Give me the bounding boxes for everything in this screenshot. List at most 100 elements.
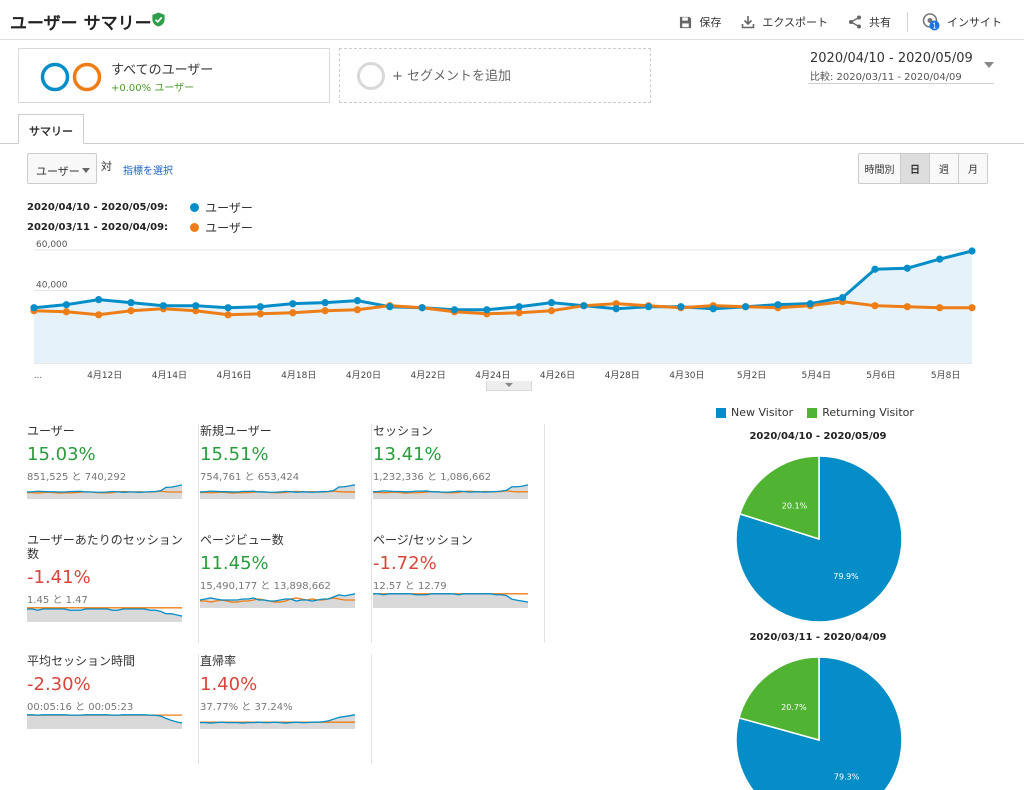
previous-point[interactable]	[256, 310, 265, 318]
date-range-picker[interactable]: 2020/04/10 - 2020/05/09 比較: 2020/03/11 -…	[808, 50, 994, 84]
current-point[interactable]	[515, 303, 523, 311]
scorecard[interactable]: ページビュー数 11.45% 15,490,177 と 13,898,662	[200, 533, 372, 643]
x-tick-label: ...	[34, 371, 43, 381]
current-point[interactable]	[159, 302, 167, 310]
current-point[interactable]	[418, 304, 426, 312]
pie-label-new: 79.9%	[833, 572, 859, 581]
scorecard[interactable]: セッション 13.41% 1,232,336 と 1,086,662	[373, 424, 545, 534]
scorecard[interactable]: ページ/セッション -1.72% 12.57 と 12.79	[373, 533, 545, 643]
segment-all-users[interactable]: すべてのユーザー +0.00% ユーザー	[18, 48, 330, 103]
sparkline-current	[200, 593, 355, 602]
pie-slice-returning-visitor[interactable]	[738, 656, 820, 741]
current-point[interactable]	[127, 299, 135, 307]
previous-point[interactable]	[515, 309, 523, 317]
current-point[interactable]	[547, 299, 556, 307]
previous-point[interactable]	[224, 311, 232, 319]
previous-point[interactable]	[547, 307, 556, 315]
current-point[interactable]	[871, 265, 879, 273]
action-divider	[907, 12, 908, 32]
current-point[interactable]	[224, 304, 232, 312]
pie-slice-new-visitor[interactable]	[735, 656, 903, 790]
scorecard[interactable]: 直帰率 1.40% 37.77% と 37.24%	[200, 654, 372, 764]
previous-point[interactable]	[321, 307, 329, 315]
previous-point[interactable]	[612, 300, 620, 308]
previous-point[interactable]	[95, 311, 103, 319]
share-icon	[849, 15, 861, 29]
previous-point[interactable]	[936, 304, 944, 312]
save-button[interactable]: 保存	[679, 14, 721, 30]
share-button[interactable]: 共有	[848, 14, 891, 30]
current-point[interactable]	[612, 305, 620, 313]
scorecard[interactable]: 平均セッション時間 -2.30% 00:05:16 と 00:05:23	[27, 654, 199, 764]
export-label: エクスポート	[762, 16, 828, 29]
current-point[interactable]	[806, 300, 814, 308]
current-point[interactable]	[580, 302, 588, 310]
current-point[interactable]	[644, 303, 653, 311]
verified-shield-icon	[152, 12, 165, 27]
scorecard-values: 1,232,336 と 1,086,662	[373, 472, 492, 483]
pie-label-new: 79.3%	[834, 772, 860, 781]
series-previous-line	[33, 300, 972, 317]
current-point[interactable]	[30, 304, 38, 312]
x-tick-label: 4月20日	[346, 370, 381, 381]
scorecard-percent: -1.41%	[27, 567, 91, 588]
current-point[interactable]	[192, 302, 200, 310]
chart-expand-handle[interactable]	[486, 381, 532, 391]
current-point[interactable]	[968, 247, 976, 255]
previous-point[interactable]	[871, 302, 879, 310]
current-point[interactable]	[677, 303, 685, 311]
report-tabs: サマリー	[0, 114, 1024, 144]
scorecard-label: ユーザー	[27, 424, 75, 438]
current-point[interactable]	[289, 300, 297, 308]
series-current-area	[34, 251, 972, 363]
tab-summary[interactable]: サマリー	[18, 114, 84, 144]
users-line-chart: 20,00040,00060,000...4月12日4月14日4月16日4月18…	[30, 240, 976, 381]
current-point[interactable]	[95, 296, 103, 304]
add-segment-button[interactable]: + セグメントを追加	[339, 48, 651, 103]
granularity-day-button[interactable]: 日	[900, 154, 929, 183]
current-point[interactable]	[450, 306, 459, 314]
current-point[interactable]	[386, 303, 394, 311]
scorecard-label: 平均セッション時間	[27, 654, 136, 668]
top-bar: ユーザー サマリー 保存 エクスポート 共有	[0, 0, 1024, 40]
scorecard-percent: 1.40%	[200, 674, 258, 695]
current-point[interactable]	[709, 305, 717, 313]
current-point[interactable]	[353, 297, 362, 305]
current-point[interactable]	[256, 303, 265, 311]
x-tick-label: 4月24日	[475, 370, 510, 381]
insights-label: インサイト	[947, 16, 1002, 29]
x-tick-label: 4月30日	[669, 370, 704, 381]
current-point[interactable]	[321, 299, 329, 307]
scorecard[interactable]: 新規ユーザー 15.51% 754,761 と 653,424	[200, 424, 372, 534]
granularity-month-button[interactable]: 月	[958, 154, 987, 183]
granularity-week-button[interactable]: 週	[929, 154, 958, 183]
insights-button[interactable]: 1 インサイト	[922, 13, 1002, 31]
pie-slice-returning-visitor[interactable]	[738, 455, 820, 541]
previous-point[interactable]	[903, 303, 911, 311]
previous-point[interactable]	[353, 306, 362, 314]
current-point[interactable]	[741, 303, 750, 311]
granularity-hourly-button[interactable]: 時間別	[859, 154, 900, 183]
current-point[interactable]	[483, 306, 491, 314]
pick-metric-link[interactable]: 指標を選択	[123, 166, 173, 177]
previous-point[interactable]	[192, 307, 200, 315]
x-tick-label: 4月28日	[605, 370, 640, 381]
previous-point[interactable]	[62, 308, 70, 316]
previous-point[interactable]	[968, 304, 976, 312]
current-point[interactable]	[936, 255, 944, 263]
previous-point[interactable]	[289, 309, 297, 317]
scorecard-label: 新規ユーザー	[200, 424, 272, 438]
scorecard-label: ページビュー数	[200, 533, 284, 547]
metric-select[interactable]: ユーザー	[27, 153, 97, 184]
scorecard-values: 00:05:16 と 00:05:23	[27, 702, 134, 713]
previous-point[interactable]	[127, 307, 135, 315]
scorecard[interactable]: ユーザー 15.03% 851,525 と 740,292	[27, 424, 199, 534]
scorecard-values: 12.57 と 12.79	[373, 581, 447, 592]
current-point[interactable]	[903, 264, 911, 272]
export-button[interactable]: エクスポート	[741, 14, 828, 30]
sparkline-area	[200, 714, 355, 729]
current-point[interactable]	[774, 301, 782, 309]
scorecard[interactable]: ユーザーあたりのセッション数 -1.41% 1.45 と 1.47	[27, 533, 199, 643]
current-point[interactable]	[839, 293, 847, 302]
current-point[interactable]	[62, 301, 70, 309]
